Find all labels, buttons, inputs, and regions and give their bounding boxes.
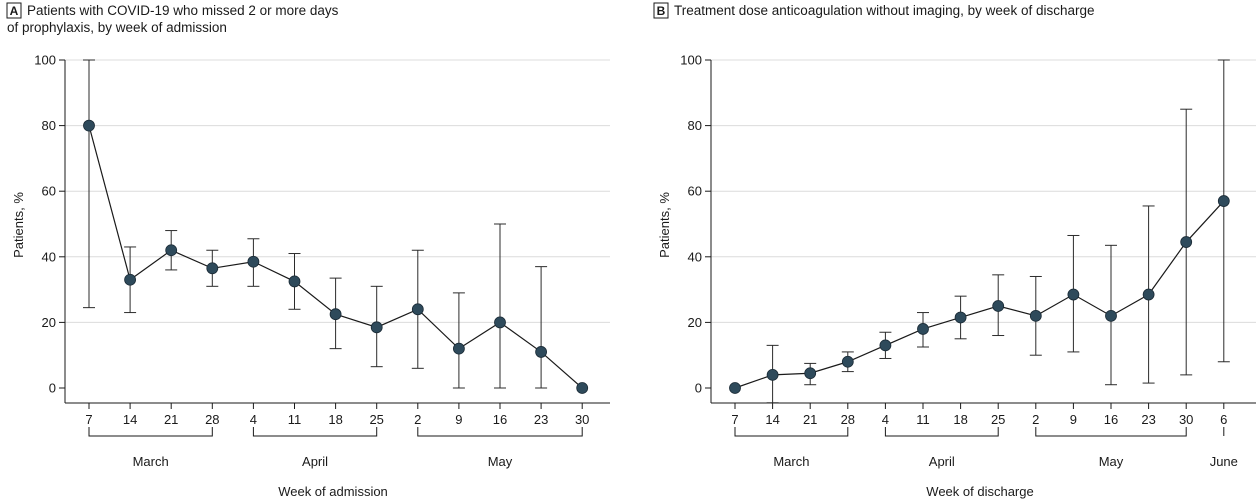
panel-a-x-tick-label: 2 (414, 412, 421, 427)
panel-a-y-tick-label: 40 (42, 249, 56, 264)
panel-a-x-tick-label: 21 (164, 412, 178, 427)
panel-a-data-point (247, 255, 260, 268)
panel-a-x-tick-label: 9 (455, 412, 462, 427)
panel-b-y-tick-label: 80 (688, 118, 702, 133)
panel-b-data-point (1029, 309, 1042, 322)
panel-a-y-tick-label: 100 (34, 53, 56, 68)
panel-a-data-point (329, 308, 342, 321)
panel-b-series-line (734, 200, 1225, 389)
panel-b-data-point (1067, 288, 1080, 301)
panel-b-x-tick-label: 9 (1070, 412, 1077, 427)
panel-a-x-tick-label: 16 (493, 412, 507, 427)
panel-b-month-label: June (1210, 454, 1238, 469)
panel-b-y-axis-title: Patients, % (657, 192, 672, 258)
panel-b-data-point (1217, 195, 1230, 207)
panel-a-y-tick-label: 20 (42, 315, 56, 330)
panel-a-month-label: May (488, 454, 513, 469)
panel-b-month-bracket (734, 427, 849, 437)
panel-a-data-point (452, 342, 465, 355)
panel-b-data-point (766, 368, 779, 381)
panel-b-data-point (992, 300, 1005, 312)
panel-b-month-bracket (1035, 427, 1187, 437)
panel-a-letter-box (6, 2, 22, 19)
panel-a-month-bracket (417, 427, 583, 437)
panel-a-data-point (576, 382, 589, 394)
panel-b-y-tick-label: 20 (688, 315, 702, 330)
panel-b-y-tick-label: 0 (695, 381, 702, 396)
panel-a-header: A Patients with COVID-19 who missed 2 or… (6, 2, 339, 35)
panel-b-x-axis-title: Week of discharge (926, 484, 1033, 499)
panel-b-x-tick-label: 2 (1032, 412, 1039, 427)
panel-b-month-label: April (929, 454, 955, 469)
panel-a-month-label: April (302, 454, 328, 469)
panel-a-data-point (206, 262, 219, 275)
panel-a-data-point (288, 275, 301, 288)
panel-b-x-tick-label: 28 (841, 412, 855, 427)
panel-b-x-tick-label: 30 (1179, 412, 1193, 427)
panel-b-data-point (1180, 236, 1193, 248)
panel-b-y-tick-label: 60 (688, 184, 702, 199)
panel-b-month-bracket (884, 427, 999, 437)
panel-a-x-tick-label: 14 (123, 412, 137, 427)
panel-a-y-tick-label: 80 (42, 118, 56, 133)
panel-b-data-point (1105, 309, 1117, 322)
panel-a-data-point (124, 273, 137, 286)
panel-a-y-tick-label: 60 (42, 184, 56, 199)
panel-b-y-tick-label: 100 (680, 53, 702, 68)
panel-b-x-tick-label: 21 (803, 412, 817, 427)
panel-a-letter: A (10, 4, 19, 18)
panel-a-x-tick-label: 23 (534, 412, 548, 427)
panel-b-x-tick-label: 6 (1220, 412, 1227, 427)
panel-b-x-tick-label: 4 (882, 412, 889, 427)
panel-a-x-axis-title: Week of admission (278, 484, 388, 499)
panel-b-data-point (954, 311, 967, 324)
panel-a-data-point (165, 244, 178, 257)
panel-a-x-tick-label: 25 (369, 412, 383, 427)
panel-b-data-point (804, 367, 817, 380)
panel-a-data-point (83, 119, 95, 132)
panel-a-y-tick-label: 0 (49, 381, 56, 396)
panel-b-letter-box (653, 2, 669, 19)
panel-a-data-point (535, 346, 547, 358)
panel-a-x-tick-label: 4 (250, 412, 257, 427)
panel-b-data-point (841, 355, 854, 368)
panel-b-x-tick-label: 25 (991, 412, 1005, 427)
panel-a-x-tick-label: 30 (575, 412, 589, 427)
panel-a-x-tick-label: 18 (328, 412, 342, 427)
panel-a-x-tick-label: 7 (85, 412, 92, 427)
panel-a-data-point (494, 316, 506, 329)
panel-b-x-tick-label: 14 (765, 412, 779, 427)
panel-b-data-point (729, 382, 741, 394)
panel-b-y-tick-label: 40 (688, 249, 702, 264)
panel-a-title-line-2: of prophylaxis, by week of admission (7, 20, 227, 35)
panel-a-month-label: March (133, 454, 169, 469)
panel-b-x-tick-label: 18 (953, 412, 967, 427)
panel-a-x-tick-label: 11 (288, 412, 302, 427)
panel-a-plot: 0 20 40 60 80 100 7 14 21 28 4 11 18 25 2 9 16 23 30 March A… (34, 53, 610, 469)
panel-b-data-point (1142, 288, 1155, 301)
panel-a-y-axis-title: Patients, % (11, 192, 26, 258)
panel-b-x-tick-label: 16 (1104, 412, 1118, 427)
panel-a-title-line-1: Patients with COVID-19 who missed 2 or m… (27, 3, 339, 18)
panel-a-data-point (411, 303, 424, 316)
panel-b-plot: 0 20 40 60 80 100 7 14 21 28 4 11 18 25 2 9 16 23 30 6 March… (680, 53, 1256, 469)
panel-b-x-tick-label: 23 (1141, 412, 1155, 427)
panel-b-data-point (917, 323, 929, 335)
panel-b-data-point (879, 339, 892, 352)
panel-b-header: B Treatment dose anticoagulation without… (653, 2, 1095, 19)
panel-b-letter: B (657, 4, 666, 18)
panel-b-x-tick-label: 7 (731, 412, 738, 427)
panel-b-month-label: March (773, 454, 809, 469)
panel-b-month-label: May (1099, 454, 1124, 469)
panel-b-title: Treatment dose anticoagulation without i… (674, 3, 1095, 18)
panel-a-x-tick-label: 28 (205, 412, 219, 427)
panel-a-month-bracket (88, 427, 213, 437)
panel-a-data-point (370, 321, 383, 334)
panel-a-month-bracket (252, 427, 378, 437)
panel-b-x-tick-label: 11 (916, 412, 930, 427)
